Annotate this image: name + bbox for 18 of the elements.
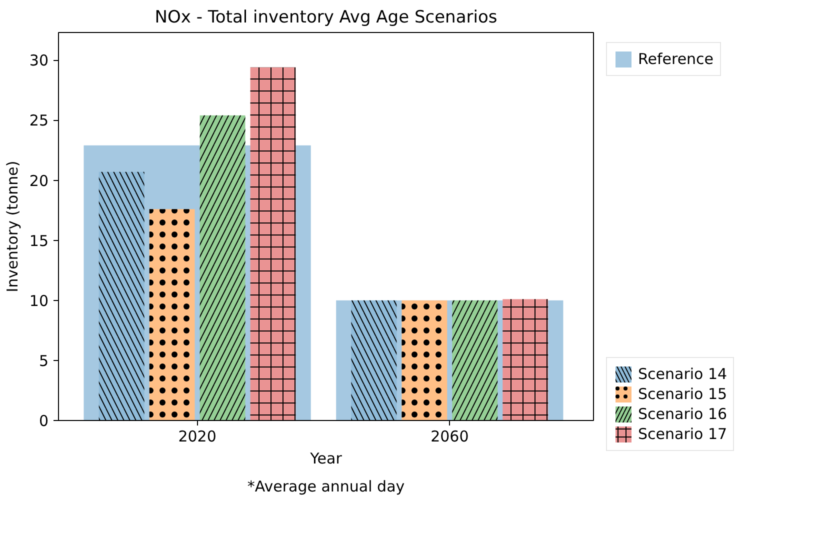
chart-title: NOx - Total inventory Avg Age Scenarios [154, 8, 498, 28]
text: *Average annual day [247, 478, 405, 496]
legend-label: Reference [638, 50, 714, 68]
y-axis-title: Inventory (tonne) [3, 160, 22, 292]
legend-label: Scenario 16 [638, 405, 728, 423]
y-tick-label: 20 [29, 172, 49, 190]
y-tick-label: 25 [29, 112, 49, 130]
y-tick-label: 5 [38, 352, 49, 370]
legend-label: Scenario 14 [638, 365, 728, 383]
y-tick-label: 30 [29, 52, 49, 70]
legend-label: Scenario 17 [638, 425, 728, 443]
legend-label: Scenario 15 [638, 385, 728, 403]
y-tick-label: 15 [29, 232, 49, 250]
y-tick-label: 10 [29, 292, 49, 310]
x-axis-title: Year [309, 450, 343, 468]
x-tick-label: 2020 [178, 428, 216, 446]
y-tick-label: 0 [38, 412, 49, 430]
x-tick-label: 2060 [430, 428, 469, 446]
